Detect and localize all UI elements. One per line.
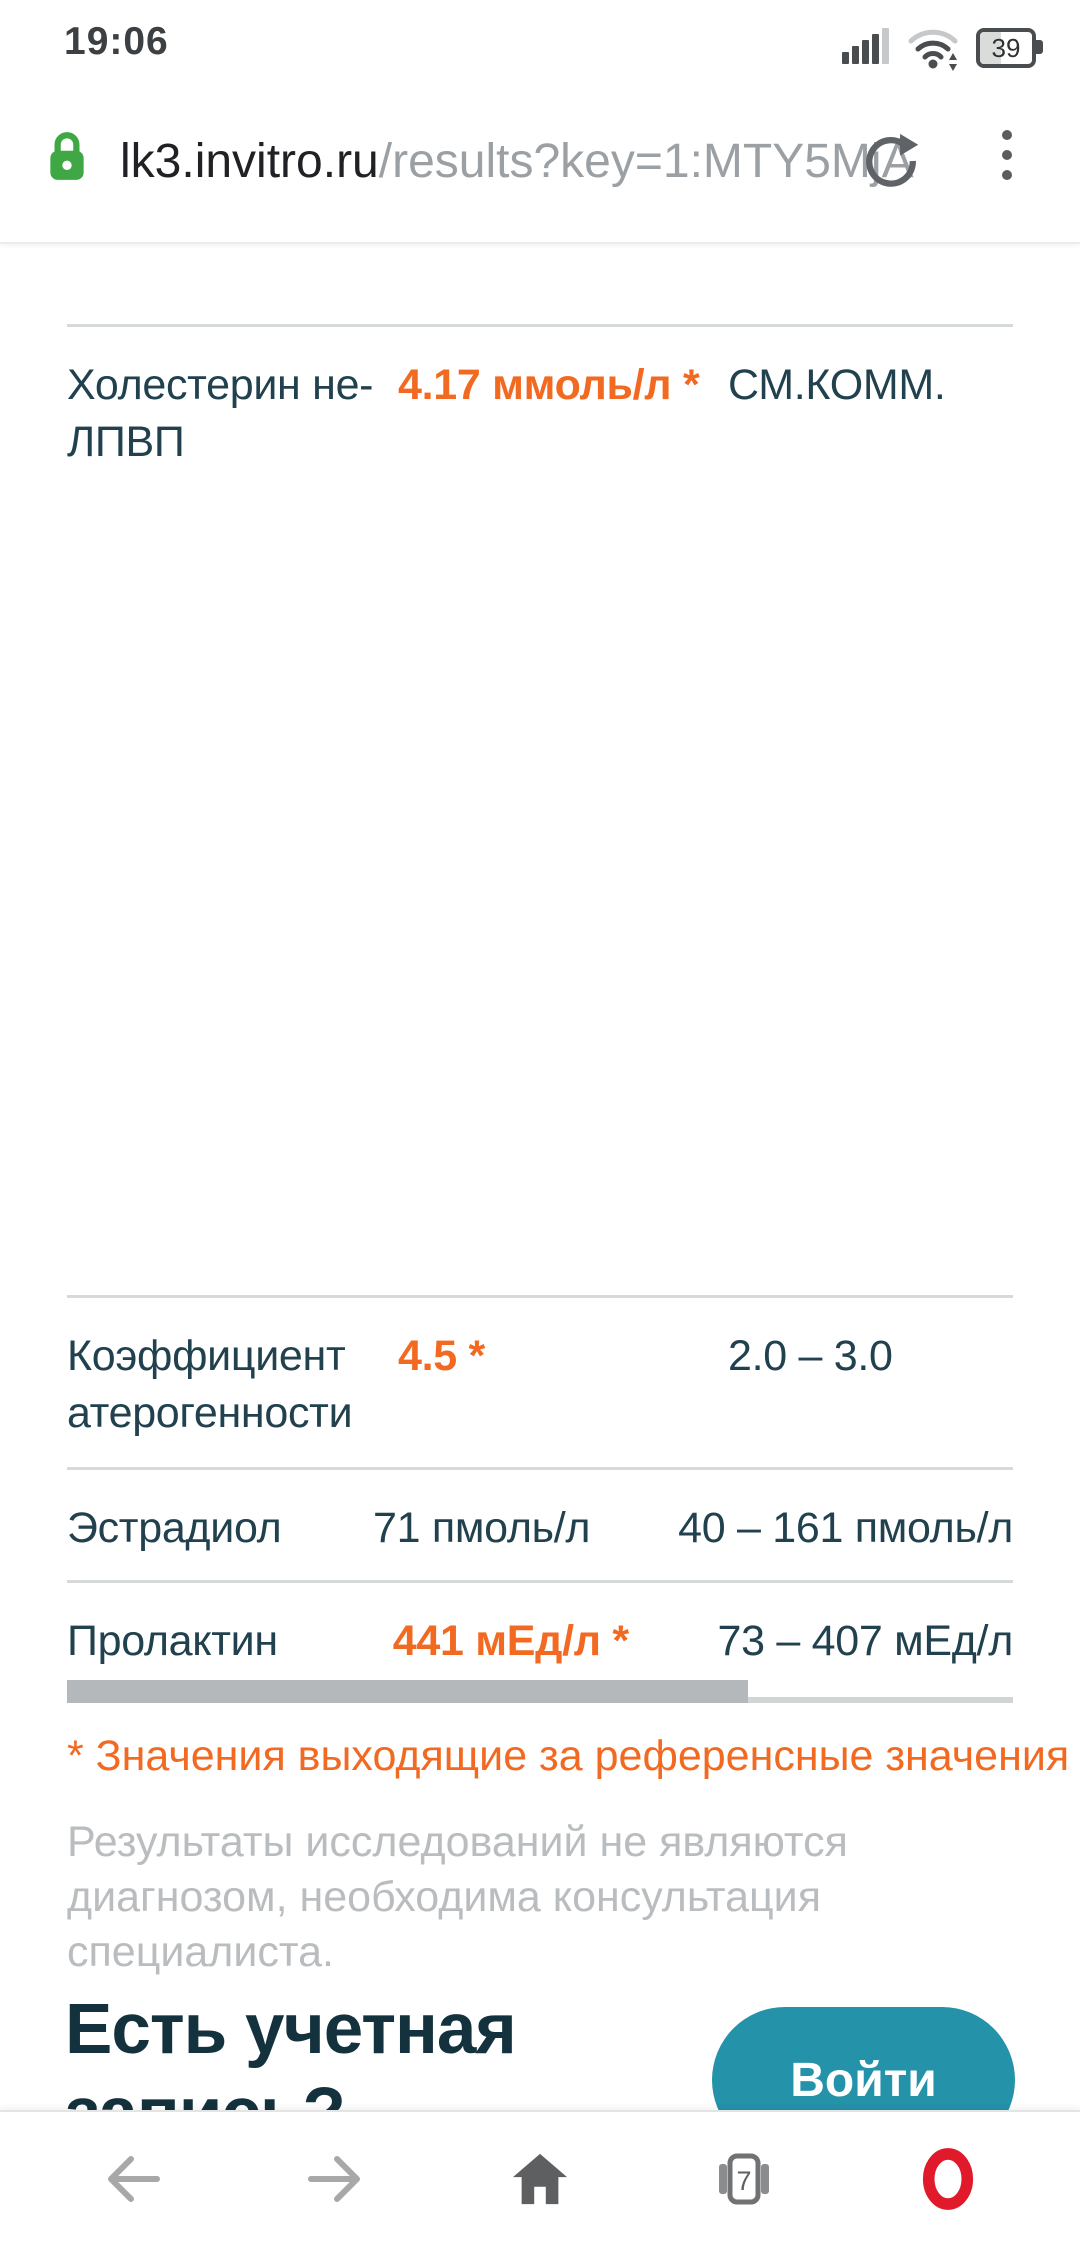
tab-count: 7 [736,2165,752,2196]
table-row: Коэффициент атерогенности 4.5 * 2.0 – 3.… [67,1295,1013,1442]
forward-icon [303,2150,369,2211]
opera-button[interactable] [903,2135,993,2225]
analyte-name: Пролактин [67,1617,278,1665]
signal-icon [842,28,894,64]
battery-percent: 39 [991,32,1021,63]
reference-range: 73 – 407 мЕд/л [717,1617,1014,1665]
table-row: Эстрадиол 71 пмоль/л 40 – 161 пмоль/л [67,1467,1013,1557]
wifi-icon [906,24,960,77]
analyte-name: Эстрадиол [67,1504,282,1552]
url-bar[interactable]: lk3.invitro.ru/results?key=1:MTY5MjA [0,90,1080,244]
url-domain: lk3.invitro.ru [120,135,379,188]
tabs-button[interactable]: 7 [699,2135,789,2225]
battery-icon: 39 [976,28,1043,68]
lock-icon[interactable] [46,130,88,187]
disclaimer-text: Результаты исследований не являются диаг… [67,1818,848,1976]
opera-icon [921,2147,975,2214]
analyte-name: Коэффициент атерогенности [67,1332,353,1437]
abnormal-values-footnote: * Значения выходящие за референсные знач… [67,1732,1070,1780]
reference-range: СМ.КОММ. [728,361,946,409]
battery-fill [980,32,1001,64]
address-field[interactable]: lk3.invitro.ru/results?key=1:MTY5MjA [120,134,914,189]
analyte-value: 441 мЕд/л * [392,1617,629,1665]
home-icon [509,2150,571,2211]
reference-range: 2.0 – 3.0 [728,1332,893,1380]
reload-button[interactable] [862,132,920,193]
horizontal-scrollbar-thumb[interactable] [67,1680,748,1703]
home-button[interactable] [495,2135,585,2225]
browser-nav-bar: 7 [0,2110,1080,2248]
tabs-icon [712,2149,776,2212]
back-button[interactable] [87,2135,177,2225]
analyte-value: 4.5 * [398,1332,485,1380]
table-row: Пролактин 441 мЕд/л * 73 – 407 мЕд/л [67,1580,1013,1670]
clock: 19:06 [64,20,169,63]
table-row: Холестерин не-ЛПВП 4.17 ммоль/л * СМ.КОМ… [67,324,1013,471]
url-path: /results?key=1:MTY5MjA [378,135,914,188]
analyte-value: 71 пмоль/л [373,1504,591,1552]
forward-button[interactable] [291,2135,381,2225]
analyte-name: Холестерин не-ЛПВП [67,361,374,466]
back-icon [99,2150,165,2211]
browser-menu-button[interactable] [1002,130,1012,180]
status-bar: 19:06 39 [0,0,1080,90]
analyte-value: 4.17 ммоль/л * [398,361,700,409]
reference-range: 40 – 161 пмоль/л [678,1504,1013,1552]
